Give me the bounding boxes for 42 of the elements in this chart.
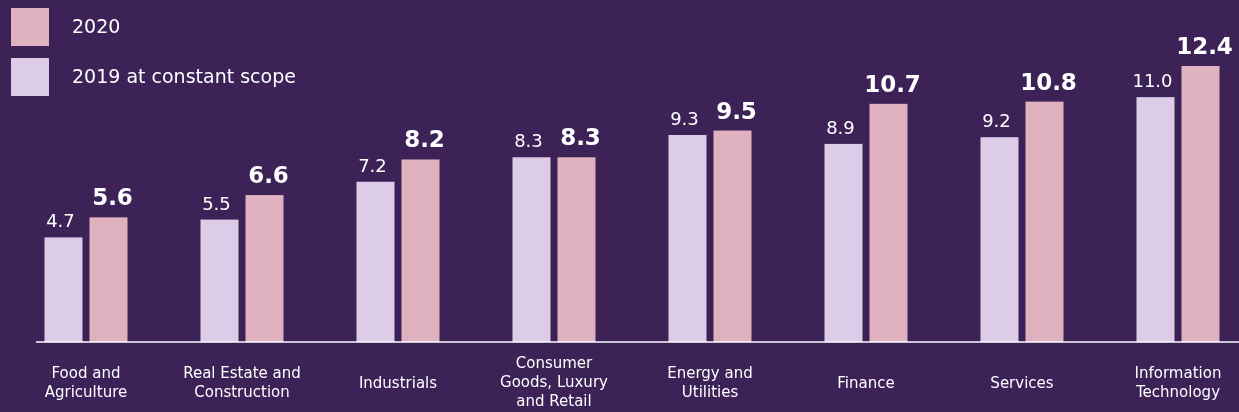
- data-label: 8.2: [404, 126, 445, 153]
- x-tick-label: Services: [990, 374, 1054, 392]
- data-label: 9.3: [670, 108, 699, 129]
- x-tick-label: Consumer Goods, Luxury and Retail: [500, 354, 609, 410]
- bar: [668, 135, 707, 342]
- bar: [713, 130, 752, 342]
- bar: [200, 219, 239, 342]
- legend-label: 2020: [72, 14, 121, 37]
- data-label: 10.7: [864, 70, 921, 97]
- data-label: 6.6: [248, 162, 289, 189]
- data-label: 7.2: [358, 154, 387, 176]
- bar: [1136, 97, 1175, 342]
- data-label: 10.8: [1020, 68, 1077, 95]
- x-tick-label: Food and Agriculture: [44, 364, 128, 401]
- data-label: 11.0: [1132, 70, 1173, 92]
- x-tick-label: Information Technology: [1134, 364, 1222, 401]
- data-label: 9.5: [716, 97, 757, 124]
- bar: [557, 157, 596, 342]
- data-label: 8.3: [514, 130, 543, 152]
- data-label: 12.4: [1176, 33, 1233, 59]
- bar: [245, 195, 284, 342]
- bar: [512, 157, 551, 342]
- bar: [44, 237, 83, 342]
- bar: [1025, 101, 1064, 342]
- bar: [1181, 66, 1220, 342]
- x-tick-label: Industrials: [358, 374, 438, 392]
- bar: [89, 217, 128, 342]
- x-tick-label: Energy and Utilities: [667, 364, 753, 401]
- x-tick-label: Finance: [837, 374, 895, 392]
- x-tick-label: Real Estate and Construction: [183, 364, 301, 401]
- bar: [980, 137, 1019, 342]
- legend-label: 2019 at constant scope: [72, 64, 296, 87]
- data-label: 5.6: [92, 184, 133, 211]
- bar: [824, 143, 863, 342]
- bar: [869, 103, 908, 342]
- bar: [356, 181, 395, 342]
- data-label: 8.9: [826, 116, 855, 138]
- data-label: 5.5: [202, 192, 231, 214]
- data-label: 9.2: [982, 110, 1011, 132]
- bar: [401, 159, 440, 342]
- data-label: 4.7: [46, 210, 75, 232]
- data-label: 8.3: [560, 124, 601, 151]
